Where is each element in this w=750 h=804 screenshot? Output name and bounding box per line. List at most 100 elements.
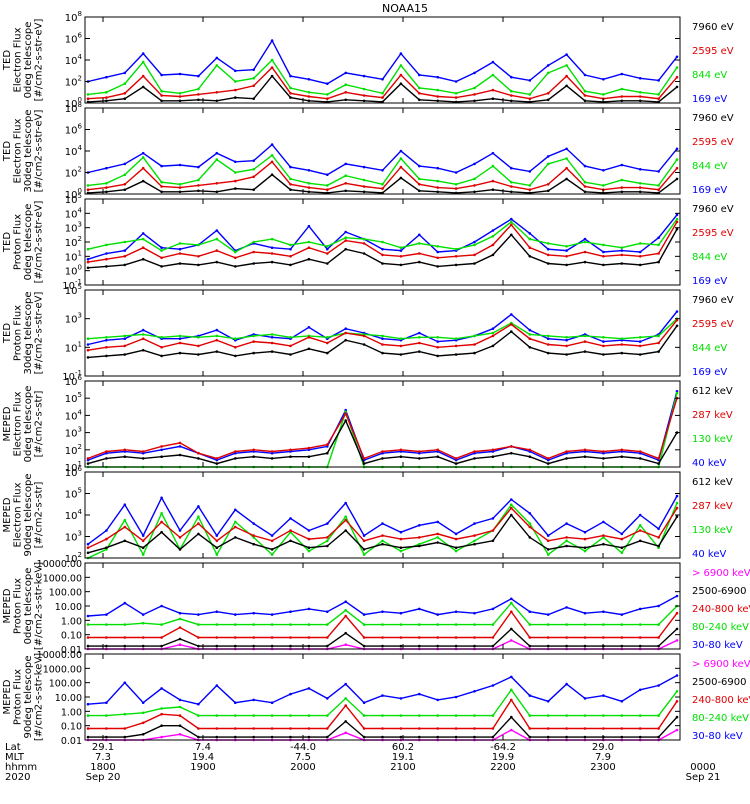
data-point [86, 97, 90, 100]
data-point [399, 530, 403, 534]
data-point [307, 336, 311, 339]
y-axis-label-line: 30deg telescope [23, 109, 34, 192]
data-point [362, 727, 366, 730]
data-point [546, 623, 550, 626]
data-point [546, 351, 550, 355]
data-point [381, 450, 384, 453]
data-point [215, 91, 219, 94]
data-point [565, 682, 568, 686]
data-point [178, 252, 182, 255]
data-point [638, 727, 642, 730]
data-point [234, 613, 237, 616]
data-point [638, 636, 642, 639]
data-point [141, 733, 145, 736]
data-point [289, 636, 292, 639]
data-point [381, 539, 384, 543]
data-point [418, 457, 421, 460]
y-axis-label-line: TED [2, 50, 13, 71]
data-point [178, 337, 182, 341]
data-point [620, 72, 624, 76]
data-point [418, 164, 421, 168]
data-point [473, 253, 476, 257]
data-point [141, 151, 145, 155]
data-point [657, 462, 660, 465]
data-point [491, 334, 495, 338]
data-point [418, 350, 421, 353]
data-point [234, 346, 237, 349]
data-point [399, 344, 403, 348]
y-tick-label: 108 [65, 10, 82, 24]
legend-entry: 2500-6900 [692, 586, 747, 597]
data-point [436, 346, 440, 349]
data-point [546, 334, 550, 338]
data-point [436, 75, 440, 79]
y-tick-base: 10 [65, 554, 78, 565]
data-point [178, 92, 182, 95]
data-point [638, 529, 642, 532]
y-tick-exponent: 5 [78, 283, 82, 291]
data-point [344, 412, 348, 416]
data-point [565, 245, 568, 248]
data-point [565, 636, 568, 639]
data-point [123, 353, 127, 356]
data-point [638, 450, 642, 453]
data-point [418, 727, 421, 730]
panel-frame [84, 107, 681, 195]
data-point [362, 613, 366, 616]
data-point [105, 701, 108, 704]
data-point [105, 546, 108, 549]
x-tick-label: 29.1 [92, 742, 114, 753]
data-point [344, 162, 348, 166]
data-point [326, 173, 329, 176]
x-tick-label: 2300 [590, 762, 615, 773]
data-point [160, 724, 163, 727]
data-point [454, 695, 458, 699]
data-point [289, 529, 292, 532]
y-axis-label-line: Proton Flux [13, 669, 24, 725]
data-point [215, 735, 219, 739]
data-point [178, 262, 182, 265]
y-tick-base: 10 [65, 446, 78, 457]
data-point [565, 644, 568, 648]
x-tick-label: 29.0 [592, 742, 614, 753]
data-point [491, 327, 495, 331]
data-point [510, 627, 513, 631]
y-axis-label-line: 90deg telescope [23, 473, 34, 556]
data-point [160, 496, 163, 500]
data-point [326, 610, 329, 613]
data-point [528, 610, 532, 613]
data-point [362, 644, 366, 648]
y-tick-label: 103 [65, 530, 82, 544]
legend-entry: 240-800 keV [692, 695, 750, 706]
data-point [399, 157, 403, 160]
y-axis-label-line: TED [2, 232, 13, 253]
y-tick-base: 10 [65, 104, 78, 115]
data-point [436, 532, 440, 536]
data-point [197, 93, 200, 96]
data-point [105, 346, 108, 349]
data-point [105, 243, 108, 247]
x-tick-label: -64.2 [490, 742, 516, 753]
data-point [399, 714, 403, 717]
data-point [657, 636, 660, 639]
data-point [510, 220, 513, 224]
data-point [546, 155, 550, 158]
data-point [252, 455, 255, 459]
y-tick-exponent: 4 [78, 144, 83, 152]
data-point [270, 341, 274, 345]
data-point [362, 190, 366, 194]
x-tick-label: 1900 [190, 762, 215, 773]
data-point [289, 692, 292, 696]
data-point [399, 448, 403, 452]
data-point [86, 462, 90, 465]
data-point [418, 233, 421, 237]
data-point [362, 94, 366, 97]
data-point [307, 95, 311, 98]
data-point [197, 457, 200, 460]
data-point [178, 441, 182, 445]
y-tick-label: 1.00 [61, 616, 82, 627]
data-point [307, 246, 311, 249]
data-point [289, 188, 292, 191]
